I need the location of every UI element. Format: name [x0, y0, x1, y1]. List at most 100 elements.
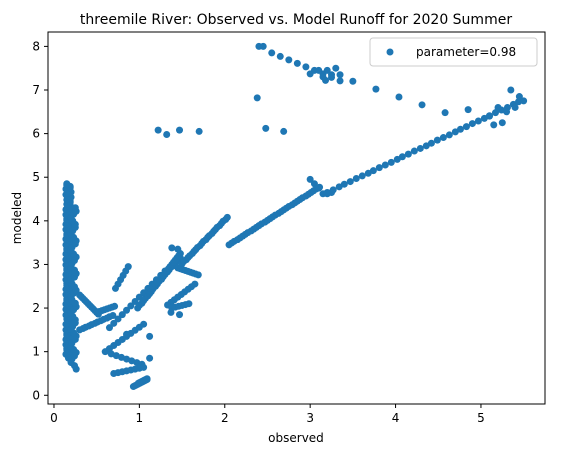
data-point	[349, 77, 357, 85]
data-point	[358, 172, 366, 180]
data-point	[427, 139, 435, 147]
y-tick-label: 1	[32, 345, 40, 359]
data-point	[468, 120, 476, 128]
data-point	[167, 308, 175, 316]
legend-marker	[386, 48, 394, 56]
axis-ticks: 0 1 2 3 4 5 0 1 2 3 4 5 6 7 8	[32, 39, 484, 425]
data-point	[253, 94, 261, 102]
y-tick-label: 6	[32, 127, 40, 141]
chart-title: threemile River: Observed vs. Model Runo…	[80, 12, 512, 28]
data-point	[395, 93, 403, 101]
plot-frame	[47, 31, 546, 405]
x-tick-label: 1	[136, 411, 144, 425]
legend-label: parameter=0.98	[416, 45, 516, 59]
data-point	[123, 330, 131, 338]
data-point	[110, 319, 118, 327]
series-points	[62, 42, 528, 391]
data-point	[276, 52, 284, 60]
data-point	[398, 153, 406, 161]
data-point	[306, 175, 314, 183]
data-point	[474, 117, 482, 125]
data-point	[372, 85, 380, 93]
data-point	[515, 93, 523, 101]
data-point	[511, 103, 519, 111]
data-point	[507, 86, 515, 94]
data-point	[369, 167, 377, 175]
x-tick-label: 2	[221, 411, 229, 425]
data-point	[143, 375, 151, 383]
data-point	[194, 271, 202, 279]
data-point	[105, 324, 113, 332]
data-point	[124, 263, 132, 271]
y-tick-label: 0	[32, 388, 40, 402]
data-point	[416, 144, 424, 152]
legend-box	[369, 37, 538, 67]
data-point	[140, 363, 148, 371]
data-point	[490, 121, 498, 129]
data-point	[323, 66, 331, 74]
data-point	[302, 63, 310, 71]
data-point	[340, 180, 348, 188]
data-point	[63, 180, 71, 188]
x-tick-label: 4	[392, 411, 400, 425]
data-point	[315, 66, 323, 74]
data-point	[293, 59, 301, 67]
data-point	[485, 112, 493, 120]
data-point	[404, 150, 412, 158]
data-point	[498, 119, 506, 127]
data-point	[168, 244, 176, 252]
data-point	[262, 124, 270, 132]
data-point	[114, 315, 122, 323]
data-point	[491, 109, 499, 117]
y-tick-label: 5	[32, 170, 40, 184]
data-point	[174, 245, 182, 253]
data-point	[163, 130, 171, 138]
data-point	[336, 71, 344, 79]
data-point	[127, 302, 135, 310]
data-point	[387, 158, 395, 166]
data-point	[322, 76, 330, 84]
data-point	[146, 354, 154, 362]
data-point	[315, 184, 323, 192]
y-tick-label: 4	[32, 214, 40, 228]
data-point	[352, 175, 360, 183]
data-point	[176, 126, 184, 134]
data-point	[140, 320, 148, 328]
data-point	[328, 71, 336, 79]
data-point	[346, 178, 354, 186]
data-point	[323, 188, 331, 196]
data-point	[285, 56, 293, 64]
x-tick-label: 5	[477, 411, 485, 425]
data-point	[280, 127, 288, 135]
data-point	[336, 77, 344, 85]
data-point	[418, 101, 426, 109]
data-point	[111, 302, 119, 310]
x-tick-label: 3	[306, 411, 314, 425]
data-point	[306, 70, 314, 78]
data-point	[118, 311, 126, 319]
y-axis-label: modeled	[10, 192, 24, 244]
y-tick-label: 3	[32, 257, 40, 271]
data-point	[381, 161, 389, 169]
data-point	[146, 332, 154, 340]
data-point	[332, 64, 340, 72]
data-point	[185, 300, 193, 308]
data-point	[71, 204, 79, 212]
data-point	[410, 147, 418, 155]
data-point	[223, 213, 231, 221]
data-point	[445, 131, 453, 139]
data-point	[310, 180, 318, 188]
data-point	[433, 136, 441, 144]
data-point	[176, 311, 184, 319]
data-point	[520, 97, 528, 105]
data-point	[464, 106, 472, 114]
data-point	[462, 123, 470, 131]
data-point	[456, 125, 464, 133]
data-point	[109, 311, 117, 319]
legend: parameter=0.98	[369, 37, 538, 67]
data-point	[268, 49, 276, 57]
data-point	[439, 134, 447, 142]
data-point	[123, 306, 131, 314]
data-point	[441, 109, 449, 117]
